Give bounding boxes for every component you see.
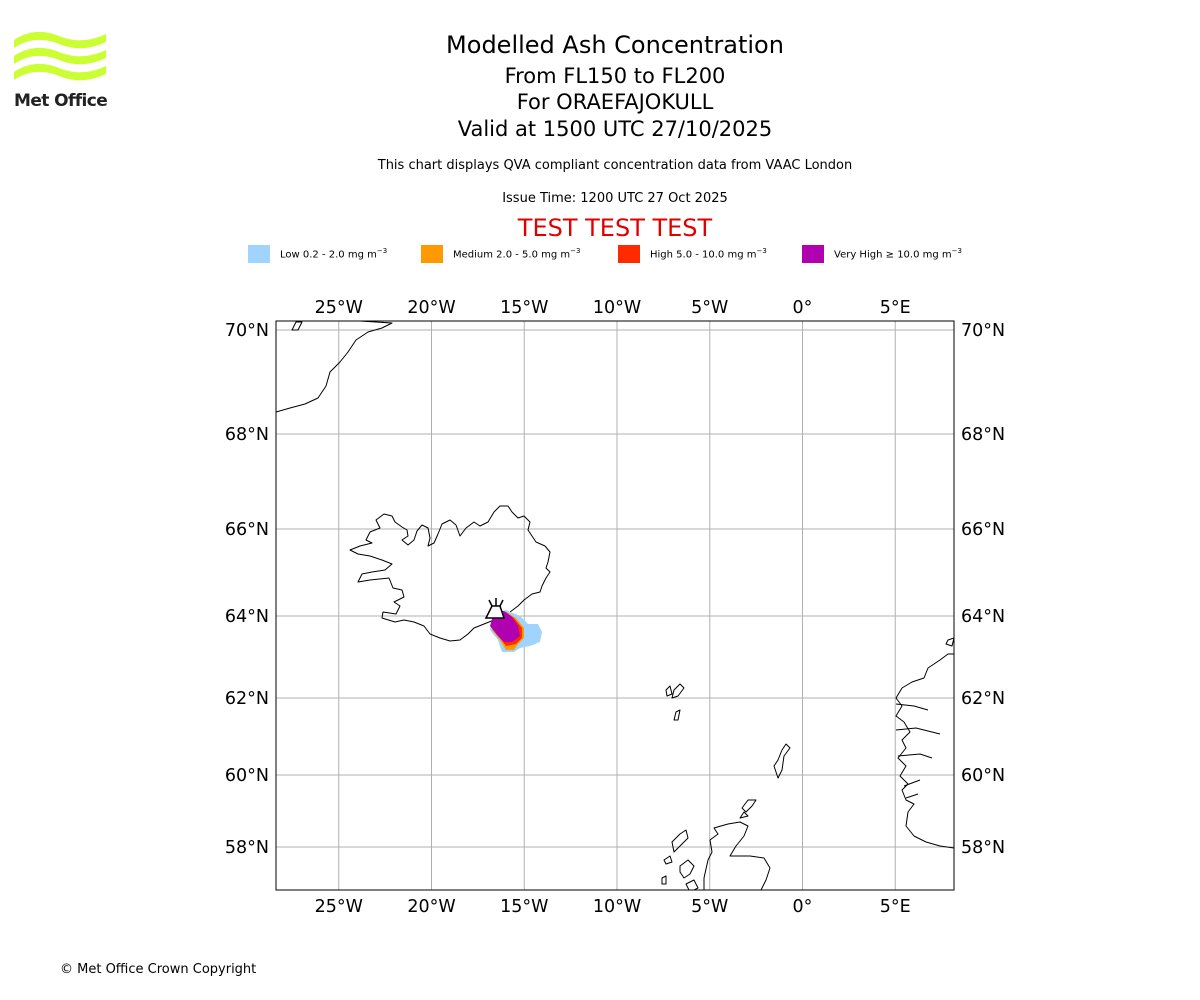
legend-swatch-very-high — [802, 245, 824, 263]
chart-description: This chart displays QVA compliant concen… — [377, 158, 853, 173]
latitude-label-right: 64°N — [961, 607, 1005, 627]
longitude-label-top: 10°W — [593, 298, 641, 318]
map-frame — [275, 320, 955, 891]
legend-swatch-high — [618, 245, 640, 263]
longitude-label-top: 5°W — [691, 298, 728, 318]
chart-title: Modelled Ash Concentration — [446, 31, 784, 59]
latitude-label-left: 62°N — [225, 689, 269, 709]
latitude-label-left: 66°N — [225, 520, 269, 540]
latitude-label-left: 70°N — [225, 321, 269, 341]
met-office-logo-text: Met Office — [14, 91, 108, 111]
latitude-label-left: 68°N — [225, 425, 269, 445]
met-office-logo-waves — [14, 31, 106, 81]
longitude-label-top: 25°W — [315, 298, 363, 318]
legend-label-very-high: Very High ≥ 10.0 mg m−3 — [834, 247, 962, 261]
latitude-label-right: 62°N — [961, 689, 1005, 709]
latitude-label-left: 58°N — [225, 838, 269, 858]
legend-swatch-low — [248, 245, 270, 263]
longitude-label-bottom: 5°W — [691, 897, 728, 917]
faroe-islands — [665, 683, 685, 721]
flight-levels: From FL150 to FL200 — [504, 64, 726, 88]
longitude-label-bottom: 20°W — [407, 897, 455, 917]
legend-label-medium: Medium 2.0 - 5.0 mg m−3 — [453, 247, 581, 261]
met-office-logo: Met Office — [14, 30, 108, 112]
orkney-islands — [739, 799, 757, 819]
latitude-label-right: 58°N — [961, 838, 1005, 858]
greenland-coastline — [276, 321, 393, 413]
volcano-name: For ORAEFAJOKULL — [516, 90, 714, 114]
norway-coastline — [895, 653, 954, 849]
longitude-label-bottom: 15°W — [500, 897, 548, 917]
longitude-label-bottom: 25°W — [315, 897, 363, 917]
test-banner: TEST TEST TEST — [517, 214, 713, 242]
latitude-label-right: 66°N — [961, 520, 1005, 540]
legend-label-low: Low 0.2 - 2.0 mg m−3 — [280, 247, 388, 261]
graticule — [276, 321, 954, 890]
latitude-label-right: 70°N — [961, 321, 1005, 341]
shetland-islands — [773, 743, 791, 779]
scotland-coastline — [703, 821, 771, 890]
latitude-label-right: 68°N — [961, 425, 1005, 445]
volcano-icon — [484, 598, 506, 619]
ash-plume — [490, 610, 542, 652]
longitude-label-top: 0° — [793, 298, 813, 318]
longitude-label-top: 15°W — [500, 298, 548, 318]
longitude-label-bottom: 0° — [793, 897, 813, 917]
greenland-island — [291, 321, 303, 331]
latitude-label-right: 60°N — [961, 766, 1005, 786]
legend-label-high: High 5.0 - 10.0 mg m−3 — [650, 247, 767, 261]
issue-time: Issue Time: 1200 UTC 27 Oct 2025 — [502, 191, 728, 206]
axis-labels: 25°W 25°W 20°W 20°W 15°W 15°W 10°W 10°W 5°W 5°W 0°… — [225, 298, 1005, 917]
longitude-label-bottom: 10°W — [593, 897, 641, 917]
hebrides-islands — [661, 829, 699, 890]
legend-swatch-medium — [421, 245, 443, 263]
norway-fjords — [895, 637, 954, 799]
valid-time: Valid at 1500 UTC 27/10/2025 — [457, 117, 773, 141]
longitude-label-bottom: 5°E — [880, 897, 911, 917]
longitude-label-top: 20°W — [407, 298, 455, 318]
latitude-label-left: 64°N — [225, 607, 269, 627]
copyright-notice: © Met Office Crown Copyright — [60, 962, 257, 977]
latitude-label-left: 60°N — [225, 766, 269, 786]
longitude-label-top: 5°E — [880, 298, 911, 318]
